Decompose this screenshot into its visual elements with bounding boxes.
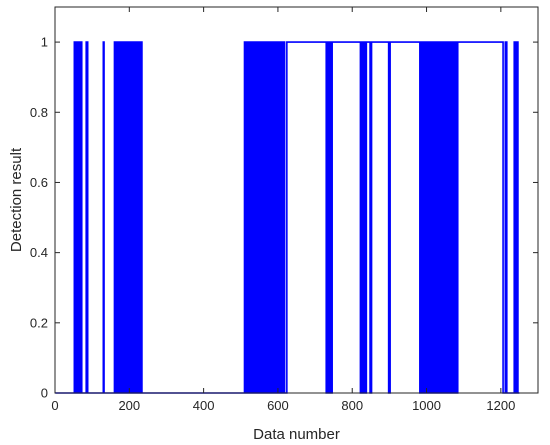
series-layer: [55, 41, 520, 394]
x-tick-label: 1000: [412, 398, 441, 413]
x-axis-title: Data number: [253, 426, 340, 443]
y-tick-label: 0.2: [30, 315, 48, 330]
x-tick-label: 0: [51, 398, 58, 413]
x-tick-label: 1200: [486, 398, 515, 413]
y-tick-label: 0.4: [30, 245, 48, 260]
x-tick-label: 800: [341, 398, 363, 413]
y-tick-label: 0.6: [30, 175, 48, 190]
x-tick-label: 200: [118, 398, 140, 413]
y-axis-title: Detection result: [8, 147, 25, 252]
y-axis: 0 0.2 0.4 0.6 0.8 1: [30, 35, 538, 401]
y-tick-label: 0.8: [30, 105, 48, 120]
y-tick-label: 1: [41, 35, 48, 50]
x-tick-label: 400: [193, 398, 215, 413]
x-tick-label: 600: [267, 398, 289, 413]
x-axis: 0 200 400 600 800 1000 1200: [51, 7, 515, 413]
plot-frame: [54, 6, 539, 394]
detection-series-line: [55, 41, 520, 394]
y-tick-label: 0: [41, 386, 48, 401]
